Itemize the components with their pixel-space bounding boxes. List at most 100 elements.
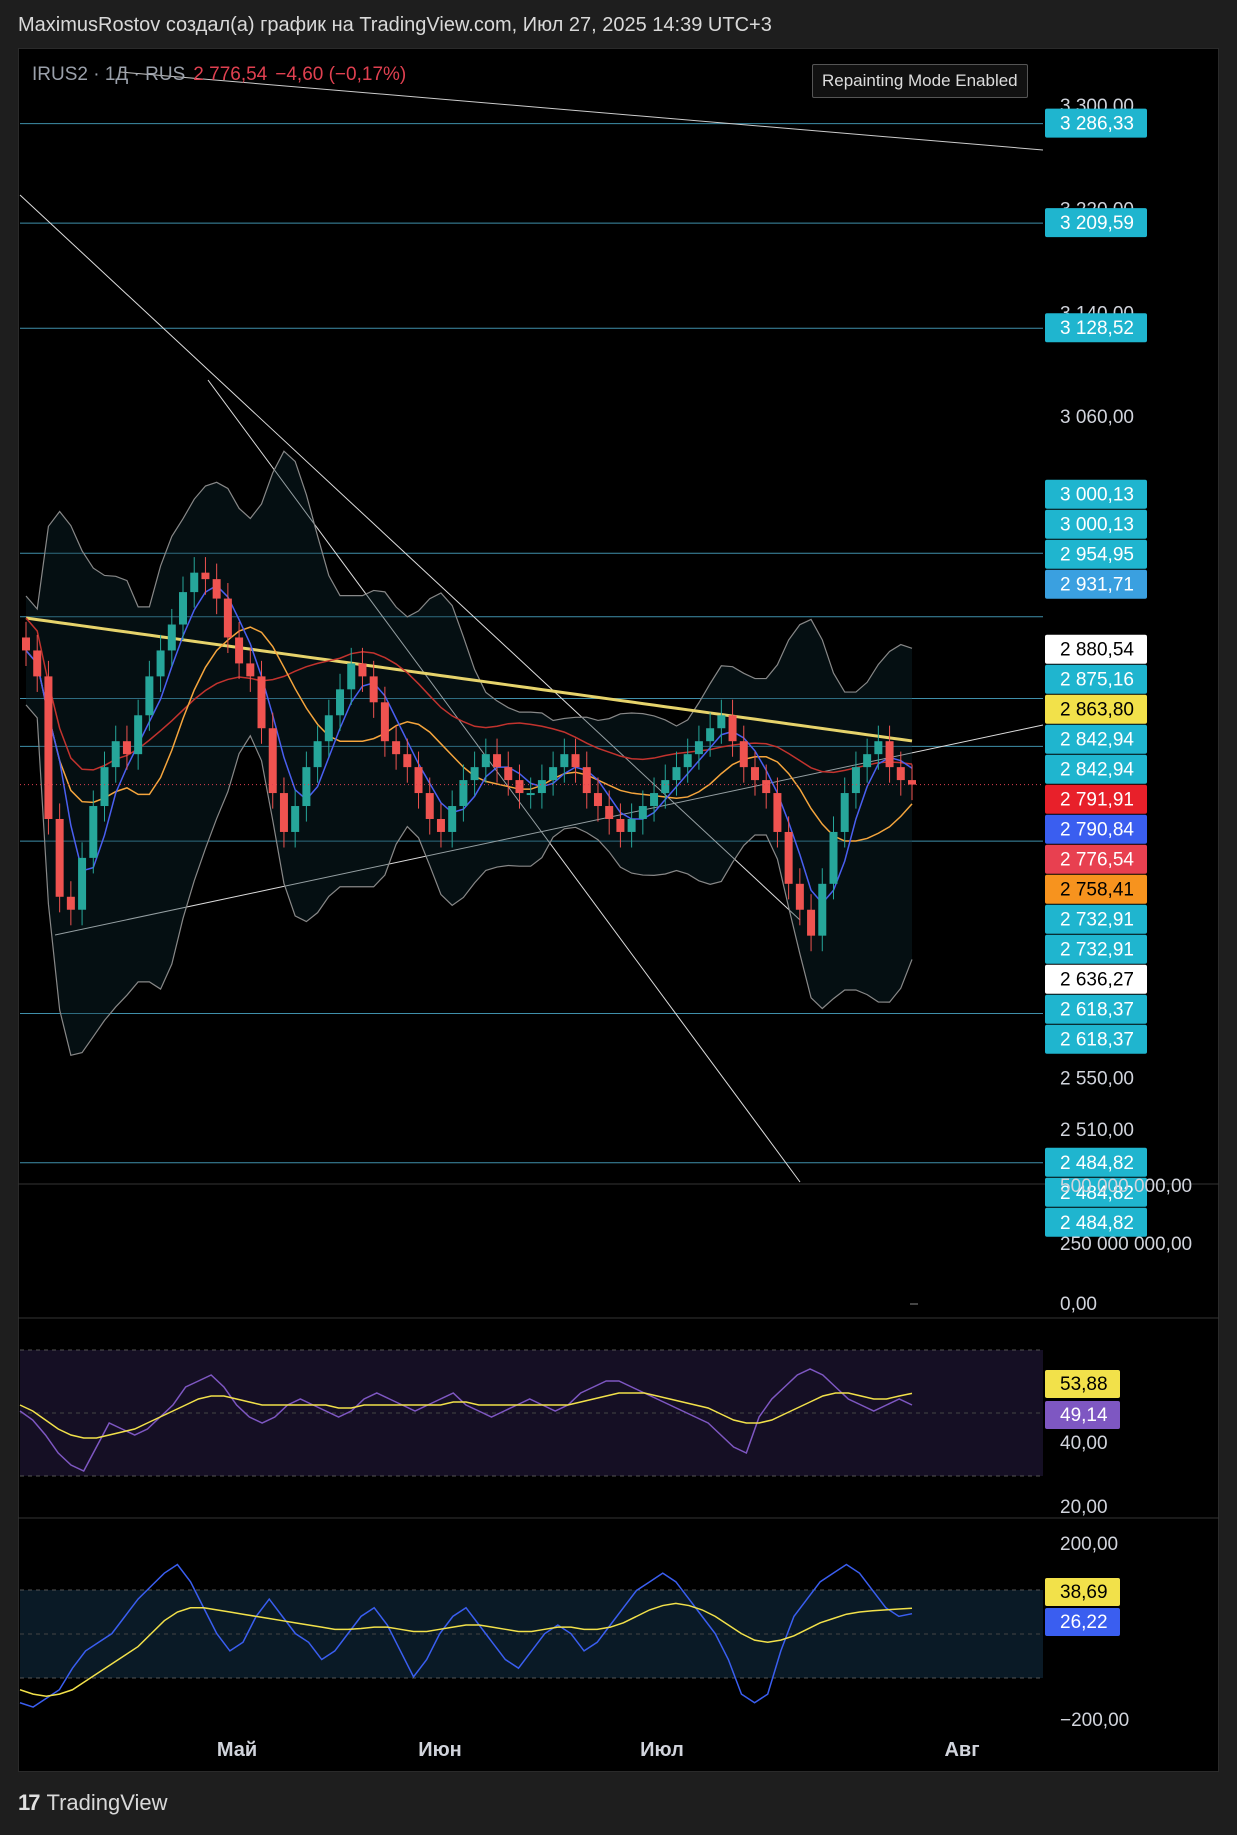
- symbol-label: IRUS2 · 1Д · RUS: [32, 64, 186, 85]
- candle-body: [750, 767, 759, 781]
- rsi-axis-label: 40,00: [1060, 1433, 1108, 1454]
- candle-body: [459, 780, 468, 807]
- price-label-text: 2 875,16: [1060, 670, 1134, 691]
- candle-body: [593, 793, 602, 807]
- candle-body: [246, 663, 255, 677]
- price-label-box: [1045, 964, 1147, 994]
- tradingview-logo-text: TradingView: [46, 1790, 168, 1815]
- volume-axis-label: 250 000 000,00: [1060, 1234, 1192, 1255]
- price-label-text: 2 618,37: [1060, 1000, 1134, 1021]
- price-label-text: 2 484,82: [1060, 1153, 1134, 1174]
- trendline-top: [119, 71, 1044, 151]
- candle-body: [851, 767, 860, 794]
- trendline-descending-2: [207, 379, 801, 1183]
- tradingview-logo[interactable]: 17 TradingView: [18, 1790, 168, 1816]
- repainting-mode-badge: Repainting Mode Enabled: [812, 64, 1028, 98]
- cci-value-text: 26,22: [1060, 1612, 1108, 1633]
- ma-orange-line: [25, 626, 913, 842]
- candle-body: [347, 663, 356, 690]
- candle-body: [706, 728, 715, 742]
- rsi-value-box: [1045, 1370, 1120, 1398]
- bollinger-band-fill: [26, 451, 912, 1056]
- price-label-text: 2 732,91: [1060, 910, 1134, 931]
- candle-body: [111, 741, 120, 768]
- candle-body: [694, 741, 703, 755]
- candle-body: [380, 702, 389, 742]
- candle-body: [773, 793, 782, 832]
- price-label-text: 3 000,13: [1060, 515, 1134, 536]
- candle-body: [291, 806, 300, 832]
- candle-body: [616, 818, 625, 832]
- price-label-text: 2 636,27: [1060, 970, 1134, 991]
- candle-body: [717, 715, 726, 729]
- candle-body: [481, 754, 490, 768]
- price-label-box: [1045, 1177, 1147, 1207]
- price-label-box: [1045, 724, 1147, 754]
- price-label-box: [1045, 313, 1147, 343]
- cci-value-text: 38,69: [1060, 1582, 1108, 1603]
- price-label-text: 2 484,82: [1060, 1183, 1134, 1204]
- bollinger-lower: [25, 704, 913, 1057]
- candle-body: [683, 754, 692, 768]
- candle-body: [739, 741, 748, 768]
- cci-value-box: [1045, 1578, 1120, 1606]
- cci-axis-label: −200,00: [1060, 1710, 1129, 1731]
- price-label-box: [1045, 934, 1147, 964]
- candle-body: [145, 676, 154, 716]
- candle-body: [661, 780, 670, 794]
- candle-body: [526, 793, 535, 796]
- x-axis-month-label: Авг: [944, 1739, 979, 1761]
- candle-body: [369, 676, 378, 703]
- trendline-descending-1: [19, 194, 801, 921]
- candle-body: [403, 754, 412, 768]
- price-label-box: [1045, 874, 1147, 904]
- candle-body: [44, 676, 53, 819]
- candle-body: [212, 579, 221, 599]
- candle-body: [100, 767, 109, 807]
- candle-body: [78, 857, 87, 910]
- price-label-box: [1045, 694, 1147, 724]
- price-label-text: 2 842,94: [1060, 730, 1134, 751]
- candle-body: [156, 650, 165, 677]
- price-label-box: [1045, 108, 1147, 138]
- candle-body: [425, 793, 434, 819]
- candle-body: [762, 780, 771, 794]
- candle-body: [33, 650, 42, 677]
- candle-body: [134, 715, 143, 755]
- candle-body: [571, 754, 580, 768]
- symbol-legend[interactable]: IRUS2 · 1Д · RUS 2 776,54 −4,60 (−0,17%): [32, 64, 406, 86]
- candle-body: [493, 754, 502, 768]
- price-label-box: [1045, 664, 1147, 694]
- last-price: 2 776,54: [193, 64, 268, 85]
- y-axis-tick-label: 2 550,00: [1060, 1068, 1134, 1089]
- rsi-line: [19, 1368, 913, 1472]
- candle-body: [324, 715, 333, 742]
- price-label-text: 2 790,84: [1060, 820, 1134, 841]
- candle-body: [302, 767, 311, 807]
- volume-axis-label: 0,00: [1060, 1294, 1097, 1315]
- chart-frame[interactable]: [18, 48, 1219, 1772]
- price-label-text: 3 128,52: [1060, 318, 1134, 339]
- candle-body: [672, 767, 681, 781]
- candle-body: [863, 754, 872, 768]
- candle-body: [818, 883, 827, 936]
- price-label-text: 2 931,71: [1060, 575, 1134, 596]
- candle-body: [66, 896, 75, 910]
- candle-body: [795, 883, 804, 910]
- candle-body: [638, 806, 647, 819]
- bollinger-upper: [25, 450, 913, 727]
- price-label-text: 2 484,82: [1060, 1213, 1134, 1234]
- price-label-box: [1045, 844, 1147, 874]
- candle-body: [279, 793, 288, 832]
- price-label-box: [1045, 1024, 1147, 1054]
- candle-body: [448, 806, 457, 832]
- candle-body: [650, 793, 659, 807]
- price-label-box: [1045, 784, 1147, 814]
- candle-body: [908, 780, 916, 785]
- price-label-text: 2 791,91: [1060, 790, 1134, 811]
- price-label-text: 2 776,54: [1060, 850, 1134, 871]
- cci-line: [19, 1563, 913, 1708]
- candle-body: [605, 806, 614, 819]
- cci-signal-line: [19, 1602, 913, 1698]
